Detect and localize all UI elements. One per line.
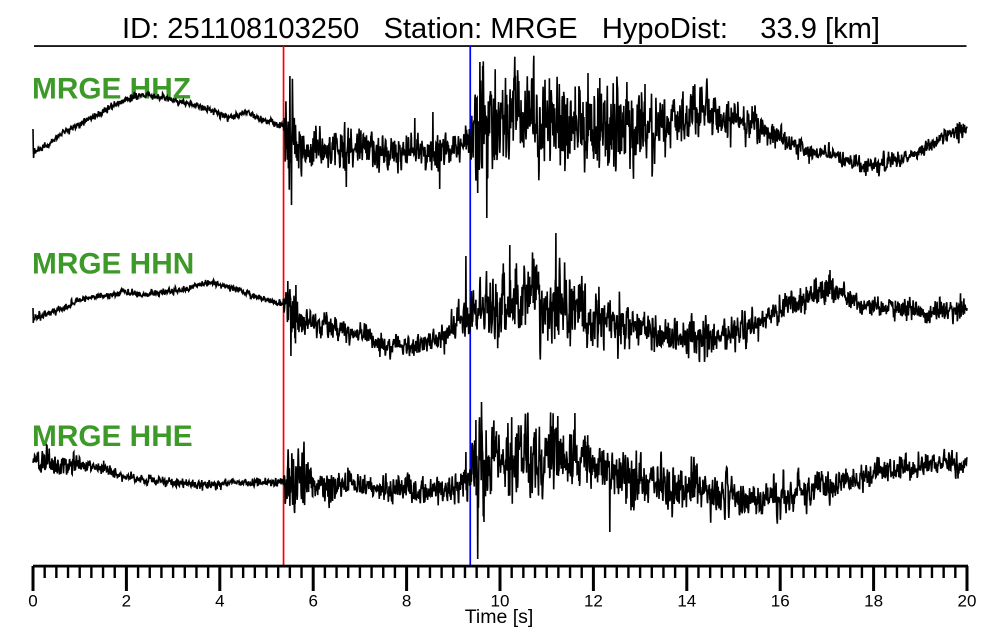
svg-text:10: 10	[491, 592, 510, 611]
svg-text:18: 18	[864, 592, 883, 611]
svg-text:20: 20	[958, 592, 977, 611]
svg-text:Time [s]: Time [s]	[465, 606, 534, 628]
svg-text:MRGE HHZ: MRGE HHZ	[32, 73, 191, 106]
svg-text:14: 14	[677, 592, 696, 611]
svg-text:ID: 251108103250 Station: MR: ID: 251108103250 Station: MRGE HypoDist:…	[122, 13, 880, 45]
svg-text:6: 6	[308, 592, 317, 611]
svg-text:16: 16	[771, 592, 790, 611]
svg-text:0: 0	[28, 592, 37, 611]
svg-text:MRGE HHE: MRGE HHE	[32, 420, 193, 453]
svg-text:4: 4	[215, 592, 224, 611]
svg-text:MRGE HHN: MRGE HHN	[32, 247, 194, 280]
svg-text:12: 12	[584, 592, 603, 611]
svg-text:8: 8	[402, 592, 411, 611]
svg-text:2: 2	[122, 592, 131, 611]
